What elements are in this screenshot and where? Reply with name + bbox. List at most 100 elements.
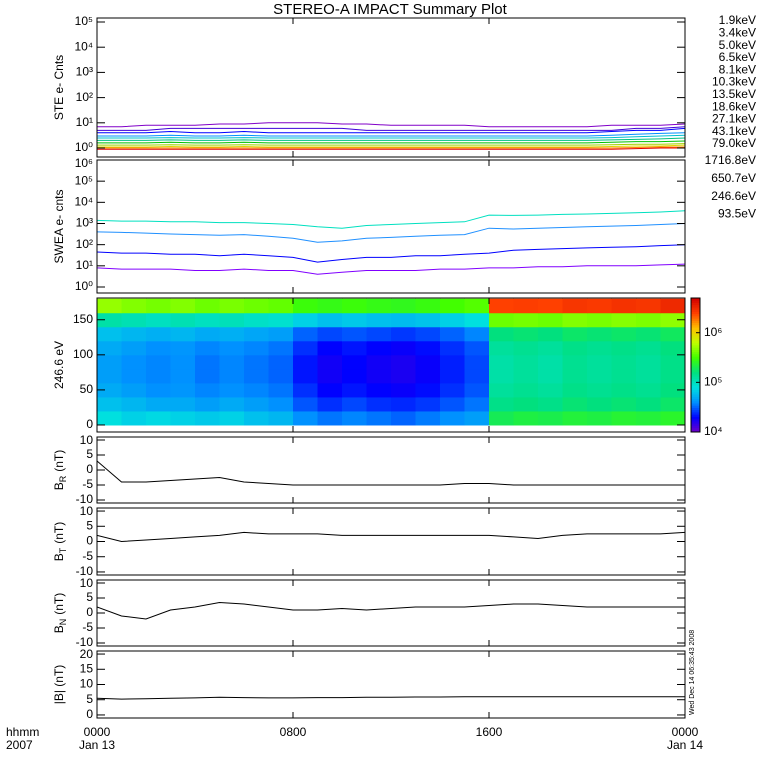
heat-cell bbox=[244, 326, 269, 342]
heat-cell bbox=[366, 312, 392, 328]
heat-cell bbox=[342, 382, 367, 398]
heat-cell bbox=[513, 354, 539, 370]
series-line bbox=[97, 143, 685, 146]
legend-entry: 5.0keV bbox=[719, 38, 756, 52]
panel-plot bbox=[97, 210, 685, 275]
heat-cell bbox=[293, 312, 318, 328]
heat-cell bbox=[97, 340, 122, 356]
heat-cell bbox=[244, 410, 269, 426]
y-axis-label: BN (nT) bbox=[52, 593, 68, 634]
heat-cell bbox=[219, 396, 245, 412]
heat-cell bbox=[170, 382, 196, 398]
panel-plot bbox=[97, 696, 685, 700]
heat-cell bbox=[317, 396, 343, 412]
heat-cell bbox=[611, 396, 637, 412]
colorbar-strip bbox=[691, 329, 700, 332]
heat-cell bbox=[440, 340, 465, 356]
panel-frame bbox=[96, 579, 686, 647]
colorbar-strip bbox=[691, 318, 700, 321]
y-tick-label: 10² bbox=[76, 237, 93, 251]
heat-cell bbox=[440, 368, 465, 384]
y-label-text: B bbox=[52, 553, 66, 561]
series-line bbox=[97, 460, 685, 486]
y-tick-label: -5 bbox=[82, 477, 93, 491]
heat-cell bbox=[391, 340, 416, 356]
heat-cell bbox=[317, 382, 343, 398]
series-line bbox=[97, 146, 685, 149]
colorbar-strip bbox=[691, 405, 700, 408]
heat-cell bbox=[268, 410, 294, 426]
heat-cell bbox=[342, 368, 367, 384]
heat-cell bbox=[268, 368, 294, 384]
heat-cell bbox=[660, 326, 685, 342]
y-tick-label: 0 bbox=[86, 534, 93, 548]
heat-cell bbox=[268, 354, 294, 370]
heat-cell bbox=[587, 312, 612, 328]
heat-cell bbox=[562, 396, 588, 412]
y-tick-label: 10⁴ bbox=[74, 39, 93, 53]
date-label: Jan 14 bbox=[667, 738, 703, 752]
colorbar-strip bbox=[691, 389, 700, 393]
heat-cell bbox=[366, 354, 392, 370]
heat-cell bbox=[342, 312, 367, 328]
heat-cell bbox=[146, 368, 171, 384]
heat-cell bbox=[342, 396, 367, 412]
y-label-subscript: R bbox=[58, 475, 68, 482]
heat-cell bbox=[391, 410, 416, 426]
colorbar-strip bbox=[691, 367, 700, 370]
heat-cell bbox=[268, 396, 294, 412]
heat-cell bbox=[636, 312, 661, 328]
heat-cell bbox=[391, 368, 416, 384]
y-axis-label: SWEA e- cnts bbox=[52, 189, 66, 263]
colorbar-strip bbox=[691, 420, 700, 424]
heat-cell bbox=[146, 410, 171, 426]
heat-cell bbox=[636, 382, 661, 398]
heat-cell bbox=[489, 340, 514, 356]
heat-cell bbox=[415, 382, 441, 398]
heat-cell bbox=[170, 298, 196, 314]
heat-cell bbox=[195, 312, 220, 328]
heat-cell bbox=[538, 326, 563, 342]
colorbar-strip bbox=[691, 369, 700, 373]
y-tick-label: 0 bbox=[86, 417, 93, 431]
series-line bbox=[97, 263, 685, 275]
y-tick-label: -5 bbox=[82, 549, 93, 563]
heat-cell bbox=[97, 368, 122, 384]
heat-cell bbox=[440, 354, 465, 370]
heat-cell bbox=[660, 298, 685, 314]
heat-cell bbox=[660, 340, 685, 356]
y-label-unit: (nT) bbox=[52, 522, 66, 544]
y-label-subscript: T bbox=[58, 547, 68, 553]
panel-plot bbox=[97, 298, 685, 426]
heat-cell bbox=[366, 298, 392, 314]
colorbar-strip bbox=[691, 311, 700, 315]
heat-cell bbox=[268, 312, 294, 328]
heat-cell bbox=[146, 396, 171, 412]
colorbar-strip bbox=[691, 344, 700, 348]
heat-cell bbox=[513, 396, 539, 412]
heat-cell bbox=[538, 396, 563, 412]
panel-frame bbox=[96, 17, 686, 158]
heat-cell bbox=[489, 368, 514, 384]
heat-cell bbox=[170, 326, 196, 342]
y-tick-label: 10 bbox=[80, 504, 94, 518]
legend-entry: 43.1keV bbox=[712, 124, 756, 138]
colorbar-strip bbox=[691, 409, 700, 413]
heat-cell bbox=[513, 340, 539, 356]
y-axis-label: STE e- Cnts bbox=[52, 55, 66, 120]
heat-cell bbox=[219, 382, 245, 398]
heat-cell bbox=[611, 368, 637, 384]
heat-cell bbox=[195, 340, 220, 356]
heat-cell bbox=[391, 382, 416, 398]
heat-cell bbox=[587, 340, 612, 356]
y-label-text: STE e- Cnts bbox=[52, 55, 66, 120]
heat-cell bbox=[415, 396, 441, 412]
heat-cell bbox=[636, 410, 661, 426]
heat-cell bbox=[146, 298, 171, 314]
heat-cell bbox=[464, 382, 490, 398]
heat-cell bbox=[195, 382, 220, 398]
heat-cell bbox=[415, 368, 441, 384]
heat-cell bbox=[513, 382, 539, 398]
legend-entry: 1716.8eV bbox=[705, 153, 756, 167]
